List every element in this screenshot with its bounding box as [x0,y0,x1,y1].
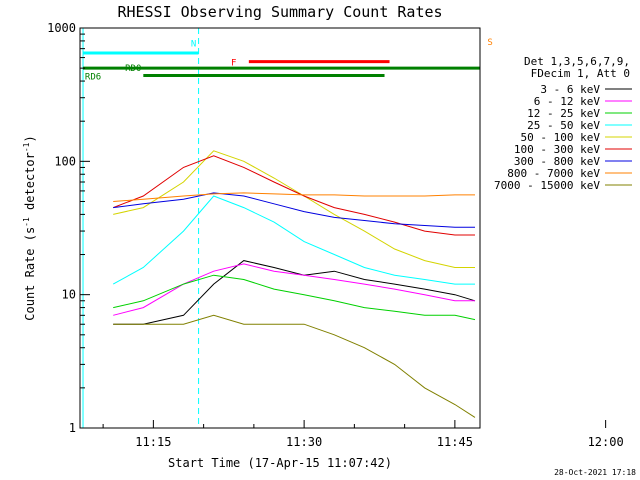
x-tick-label: 11:30 [286,435,322,449]
mode-annotation: F [231,59,236,69]
legend-entry-label: 6 - 12 keV [534,95,601,108]
legend-entry-label: 3 - 6 keV [540,83,600,96]
x-tick-label: 11:45 [437,435,473,449]
series-line [113,155,475,236]
legend-entry-label: 12 - 25 keV [527,107,600,120]
mode-annotation: S [487,38,492,48]
series-line [112,195,475,285]
mode-annotation: RD6 [85,73,101,83]
legend-entry-label: 50 - 100 keV [521,131,601,144]
mode-annotation: RD0 [125,64,141,74]
y-tick-label: 1000 [47,21,76,35]
y-axis-label-part: detector [23,152,37,217]
legend-entry-label: 7000 - 15000 keV [494,179,600,192]
series-line [113,274,476,321]
chart-title: RHESSI Observing Summary Count Rates [117,3,442,21]
series-line [113,314,476,418]
legend-header-line: FDecim 1, Att 0 [531,67,630,80]
y-axis-label-part: Count Rate (s [23,227,37,321]
series-line [113,192,475,228]
x-axis-label: Start Time (17-Apr-15 11:07:42) [168,456,392,470]
legend-entry-label: 100 - 300 keV [514,143,600,156]
legend: Det 1,3,5,6,7,9, FDecim 1, Att 0 3 - 6 k… [494,55,632,192]
series-layer [112,150,476,418]
y-axis-label-exponent: -1 [22,217,31,227]
mode-overlays: N F S RD0 RD6 [82,28,493,428]
legend-entry-label: 300 - 800 keV [514,155,600,168]
y-tick-label: 10 [62,288,76,302]
legend-header-line: Det 1,3,5,6,7,9, [524,55,630,68]
x-tick-label: 12:00 [588,435,624,449]
legend-entry-label: 25 - 50 keV [527,119,600,132]
y-axis-label-part: ) [23,135,37,142]
y-tick-label: 1 [69,421,76,435]
y-axis: 1 10 100 1000 [47,21,90,435]
series-line [113,192,475,202]
y-axis-label-exponent: -1 [22,142,31,152]
x-tick-label: 11:15 [135,435,171,449]
y-tick-label: 100 [54,154,76,168]
mode-annotation: N [191,39,196,49]
y-axis-label: Count Rate (s-1 detector-1) [22,135,37,320]
plot-frame [79,27,481,429]
legend-entry-label: 800 - 7000 keV [507,167,600,180]
date-stamp: 28-Oct-2021 17:18 [554,468,636,477]
